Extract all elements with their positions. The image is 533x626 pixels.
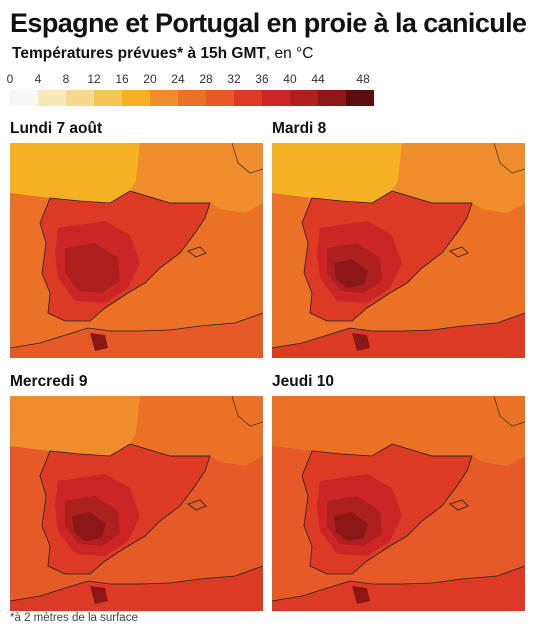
- legend-swatch: [66, 90, 94, 106]
- north-africa-zone: [10, 313, 263, 358]
- legend-tick-labels: 0 4 8 12 16 20 24 28 32 36 40 44 48: [6, 72, 374, 88]
- africa-coastline: [10, 312, 263, 349]
- legend-tick: 44: [311, 72, 325, 86]
- legend-tick: 4: [34, 72, 42, 86]
- balearic-islands: [449, 246, 469, 258]
- atlantic-cool-zone: [10, 396, 140, 456]
- pyrenees-border: [391, 190, 472, 204]
- legend-tick: 32: [227, 72, 241, 86]
- hot-spot-africa: [352, 333, 370, 351]
- hot-spot-africa: [352, 586, 370, 604]
- map-canvas: [10, 396, 263, 611]
- subtitle-main: Températures prévues* à 15h GMT: [12, 45, 266, 62]
- legend-tick: 0: [6, 72, 14, 86]
- north-africa-zone: [272, 566, 525, 611]
- alps-border: [493, 143, 525, 174]
- temperature-map-monday: [10, 143, 263, 358]
- alps-border: [231, 143, 263, 174]
- panel-label-wednesday: Mercredi 9: [10, 373, 88, 390]
- france-zone: [130, 396, 263, 466]
- legend-tick: 16: [115, 72, 129, 86]
- legend-swatch: [10, 90, 38, 106]
- legend-tick: 40: [283, 72, 297, 86]
- legend-swatch: [234, 90, 262, 106]
- legend-swatch: [150, 90, 178, 106]
- legend-tick: 28: [199, 72, 213, 86]
- france-zone: [392, 396, 525, 466]
- legend-tick: 48: [356, 72, 370, 86]
- legend-swatch: [178, 90, 206, 106]
- legend-tick: 20: [143, 72, 157, 86]
- map-canvas: [272, 143, 525, 358]
- balearic-islands: [449, 499, 469, 511]
- map-canvas: [272, 396, 525, 611]
- pyrenees-border: [129, 443, 210, 457]
- atlantic-cool-zone: [10, 143, 140, 203]
- subtitle-unit: , en °C: [265, 45, 314, 62]
- hot-zone-3: [72, 259, 106, 288]
- alps-border: [493, 396, 525, 427]
- hot-zone-3: [334, 259, 368, 288]
- panel-label-monday: Lundi 7 août: [10, 120, 103, 137]
- africa-coastline: [272, 312, 525, 349]
- legend-swatch: [262, 90, 290, 106]
- temperature-map-wednesday: [10, 396, 263, 611]
- balearic-islands: [187, 499, 207, 511]
- temperature-map-thursday: [272, 396, 525, 611]
- legend-tick: 36: [255, 72, 269, 86]
- legend-swatch: [346, 90, 374, 106]
- legend-swatch: [318, 90, 346, 106]
- balearic-islands: [187, 246, 207, 258]
- legend-swatch: [122, 90, 150, 106]
- legend-tick: 8: [62, 72, 70, 86]
- africa-coastline: [272, 565, 525, 602]
- africa-coastline: [10, 565, 263, 602]
- temperature-map-tuesday: [272, 143, 525, 358]
- panel-label-thursday: Jeudi 10: [272, 373, 335, 390]
- legend-swatch: [290, 90, 318, 106]
- panel-label-tuesday: Mardi 8: [272, 120, 327, 137]
- map-canvas: [10, 143, 263, 358]
- pyrenees-border: [391, 443, 472, 457]
- map-title: Espagne et Portugal en proie à la canicu…: [10, 8, 527, 38]
- france-zone: [392, 143, 525, 213]
- legend-tick: 12: [87, 72, 101, 86]
- north-africa-zone: [272, 313, 525, 358]
- atlantic-cool-zone: [272, 396, 402, 456]
- footnote: *à 2 mètres de la surface: [10, 612, 138, 624]
- pyrenees-border: [129, 190, 210, 204]
- france-zone: [130, 143, 263, 213]
- atlantic-cool-zone: [272, 143, 402, 203]
- hot-zone-3: [72, 512, 106, 541]
- map-subtitle: Températures prévues* à 15h GMT, en °C: [12, 45, 313, 63]
- legend-swatch: [38, 90, 66, 106]
- legend-tick: 24: [171, 72, 185, 86]
- legend-swatch: [206, 90, 234, 106]
- hot-spot-africa: [90, 333, 108, 351]
- hot-spot-africa: [90, 586, 108, 604]
- alps-border: [231, 396, 263, 427]
- temperature-color-scale: [10, 90, 374, 106]
- legend-swatch: [94, 90, 122, 106]
- hot-zone-3: [334, 512, 368, 541]
- north-africa-zone: [10, 566, 263, 611]
